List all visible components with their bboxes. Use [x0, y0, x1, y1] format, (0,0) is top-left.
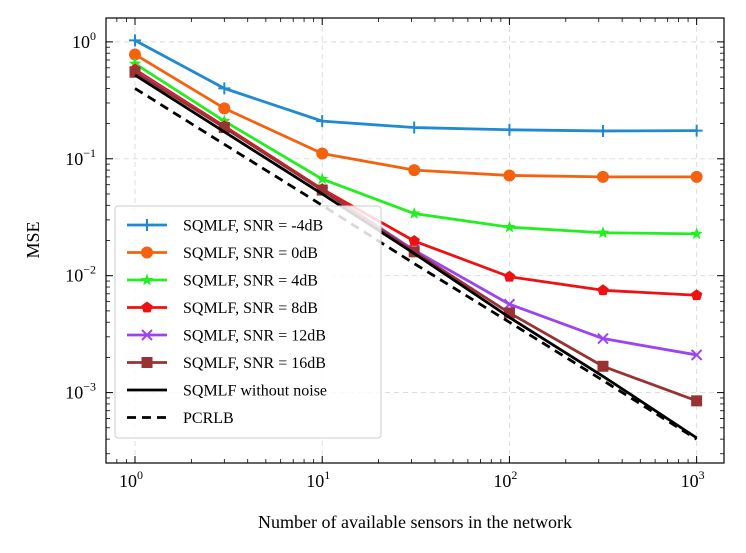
legend-label: SQMLF, SNR = 12dB [183, 328, 326, 345]
data-point [128, 48, 141, 61]
data-point [316, 172, 329, 185]
data-point [408, 235, 420, 246]
legend-item: PCRLB [127, 410, 234, 427]
legend: SQMLF, SNR = -4dB SQMLF, SNR = 0dB SQMLF, … [114, 205, 382, 439]
legend-marker [141, 329, 153, 341]
y-tick-label: 10−3 [65, 380, 96, 403]
series-8 [134, 87, 698, 441]
data-point [596, 226, 610, 238]
legend-label: SQMLF without noise [183, 383, 327, 400]
legend-item: SQMLF, SNR = -4dB [127, 218, 323, 235]
legend-item: SQMLF without noise [127, 383, 327, 400]
legend-label: SQMLF, SNR = 16dB [183, 355, 326, 372]
data-point [597, 332, 609, 345]
data-point [691, 395, 703, 407]
x-tick-label: 102 [493, 468, 517, 491]
data-point [129, 66, 141, 78]
legend-item: SQMLF, SNR = 4dB [127, 273, 318, 290]
data-point [690, 349, 703, 361]
legend-item: SQMLF, SNR = 8dB [127, 300, 318, 317]
data-point [408, 121, 421, 134]
y-axis-label: MSE [23, 221, 43, 258]
data-point [596, 124, 609, 137]
series-line [134, 73, 698, 440]
y-tick-label: 10−2 [65, 263, 96, 286]
legend-marker [141, 246, 153, 259]
series-7 [134, 73, 698, 440]
data-point [316, 115, 329, 128]
data-point [596, 170, 609, 183]
legend-marker [141, 301, 153, 313]
data-point [408, 164, 421, 177]
data-point [690, 124, 703, 137]
legend-marker [141, 357, 153, 368]
legend-label: PCRLB [183, 410, 234, 427]
legend-item: SQMLF, SNR = 16dB [127, 355, 326, 372]
y-tick-label: 100 [72, 29, 96, 52]
x-axis-label: Number of available sensors in the netwo… [258, 512, 572, 532]
data-point [503, 169, 516, 182]
series-2 [128, 48, 703, 183]
legend-label: SQMLF, SNR = -4dB [183, 218, 323, 235]
x-tick-label: 103 [681, 468, 705, 491]
data-point [690, 289, 703, 301]
legend-item: SQMLF, SNR = 12dB [127, 328, 326, 345]
data-point [218, 82, 231, 95]
legend-box [114, 205, 382, 439]
legend-label: SQMLF, SNR = 0dB [183, 245, 318, 262]
legend-marker [141, 219, 153, 231]
data-point [218, 122, 230, 134]
data-point [316, 184, 328, 196]
x-tick-label: 101 [306, 468, 330, 491]
legend-label: SQMLF, SNR = 8dB [183, 300, 318, 317]
data-point [597, 284, 609, 296]
data-point [218, 102, 231, 115]
data-point [128, 57, 142, 69]
data-point [129, 34, 141, 47]
data-point [503, 307, 515, 319]
series-line [134, 87, 698, 441]
y-tick-label: 10−1 [65, 146, 96, 169]
data-point [690, 227, 703, 240]
legend-item: SQMLF, SNR = 0dB [127, 245, 318, 262]
ticks: 100 101 102 103 100 10−1 10−2 10−3 [65, 18, 724, 491]
data-point [316, 147, 329, 160]
series-1 [129, 34, 703, 137]
data-point [503, 123, 516, 136]
x-tick-label: 100 [119, 468, 143, 491]
legend-label: SQMLF, SNR = 4dB [183, 273, 318, 290]
data-point [408, 207, 421, 219]
legend-marker [140, 273, 154, 286]
data-point [597, 360, 609, 372]
data-point [503, 220, 516, 233]
data-point [690, 170, 703, 183]
series-layer [128, 34, 703, 441]
data-point [503, 270, 516, 282]
